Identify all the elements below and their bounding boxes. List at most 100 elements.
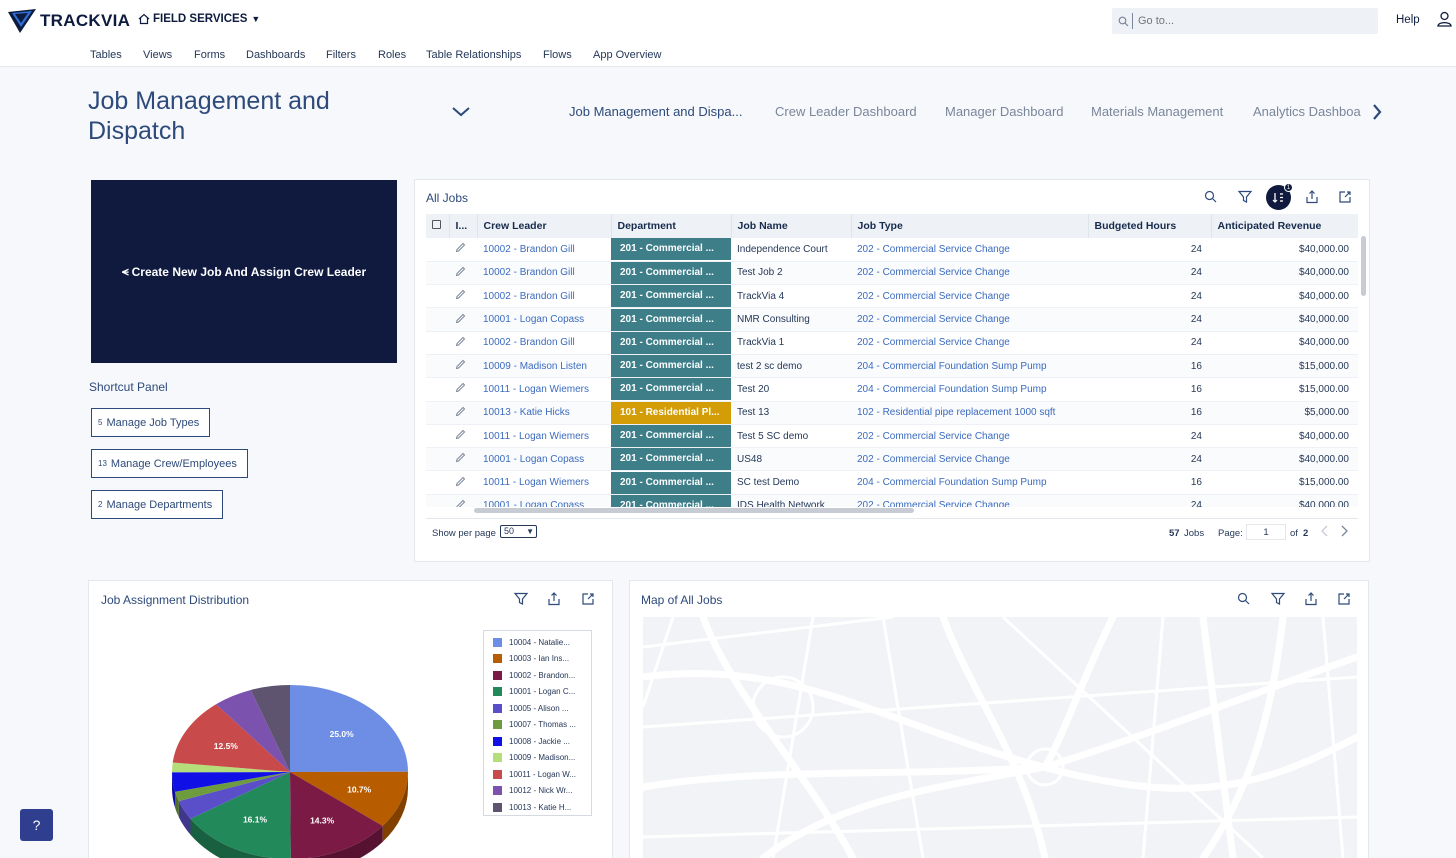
- department-cell[interactable]: 201 - Commercial ...: [611, 238, 731, 262]
- menu-tables[interactable]: Tables: [90, 49, 122, 61]
- legend-item[interactable]: 10007 - Thomas ...: [484, 717, 591, 734]
- department-cell[interactable]: 201 - Commercial ...: [611, 284, 731, 309]
- legend-item[interactable]: 10005 - Alison ...: [484, 700, 591, 717]
- department-cell[interactable]: 201 - Commercial ...: [611, 447, 731, 472]
- job-type-link[interactable]: 202 - Commercial Service Change: [851, 424, 1088, 449]
- table-row[interactable]: 10002 - Brandon Gill 201 - Commercial ...…: [426, 284, 1358, 309]
- table-row[interactable]: 10011 - Logan Wiemers 201 - Commercial ..…: [426, 470, 1358, 495]
- column-header-crew-leader[interactable]: Crew Leader: [477, 214, 612, 238]
- table-row[interactable]: 10009 - Madison Listen 201 - Commercial .…: [426, 354, 1358, 379]
- job-type-link[interactable]: 202 - Commercial Service Change: [851, 238, 1088, 262]
- column-header-department[interactable]: Department: [611, 214, 732, 238]
- vertical-scrollbar[interactable]: [1361, 236, 1366, 296]
- menu-roles[interactable]: Roles: [378, 49, 407, 61]
- job-type-link[interactable]: 204 - Commercial Foundation Sump Pump: [851, 470, 1088, 495]
- job-type-link[interactable]: 202 - Commercial Service Change: [851, 331, 1088, 355]
- chevron-down-icon[interactable]: [451, 106, 471, 118]
- menu-forms[interactable]: Forms: [194, 49, 226, 61]
- page-input[interactable]: 1: [1246, 524, 1286, 540]
- department-cell[interactable]: 201 - Commercial ...: [611, 470, 731, 495]
- department-cell[interactable]: 201 - Commercial ...: [611, 261, 731, 286]
- legend-item[interactable]: 10013 - Katie H...: [484, 799, 591, 816]
- menu-table-relationships[interactable]: Table Relationships: [426, 49, 522, 61]
- legend-item[interactable]: 10003 - Ian Ins...: [484, 651, 591, 668]
- export-icon[interactable]: [546, 591, 562, 607]
- tab-crew-leader-dashboard[interactable]: Crew Leader Dashboard: [775, 104, 917, 119]
- table-row[interactable]: 10001 - Logan Copass 201 - Commercial ...…: [426, 494, 1358, 507]
- manage-crew-button[interactable]: 13 Manage Crew/Employees: [91, 449, 248, 478]
- edit-record-button[interactable]: [449, 424, 477, 449]
- edit-record-button[interactable]: [449, 354, 477, 379]
- column-header-job-name[interactable]: Job Name: [731, 214, 852, 238]
- crew-leader-link[interactable]: 10001 - Logan Copass: [477, 447, 611, 472]
- table-row[interactable]: 10002 - Brandon Gill 201 - Commercial ...…: [426, 238, 1358, 262]
- chevron-left-icon[interactable]: [1320, 525, 1330, 537]
- edit-record-button[interactable]: [449, 331, 477, 355]
- tab-job-management[interactable]: Job Management and Dispa...: [569, 104, 743, 119]
- crew-leader-link[interactable]: 10001 - Logan Copass: [477, 494, 611, 507]
- job-type-link[interactable]: 202 - Commercial Service Change: [851, 284, 1088, 309]
- crew-leader-link[interactable]: 10002 - Brandon Gill: [477, 261, 611, 286]
- edit-record-button[interactable]: [449, 377, 477, 402]
- edit-record-button[interactable]: [449, 401, 477, 425]
- jobs-table-viewport[interactable]: I... Crew Leader Department Job Name Job…: [426, 214, 1358, 507]
- help-link[interactable]: Help: [1396, 14, 1420, 26]
- crew-leader-link[interactable]: 10002 - Brandon Gill: [477, 331, 611, 355]
- horizontal-scrollbar[interactable]: [474, 508, 914, 513]
- department-cell[interactable]: 201 - Commercial ...: [611, 424, 731, 449]
- tab-manager-dashboard[interactable]: Manager Dashboard: [945, 104, 1064, 119]
- edit-record-button[interactable]: [449, 307, 477, 332]
- edit-record-button[interactable]: [449, 261, 477, 286]
- edit-record-button[interactable]: [449, 238, 477, 262]
- table-row[interactable]: 10011 - Logan Wiemers 201 - Commercial ..…: [426, 377, 1358, 402]
- legend-item[interactable]: 10001 - Logan C...: [484, 684, 591, 701]
- crew-leader-link[interactable]: 10011 - Logan Wiemers: [477, 424, 611, 449]
- expand-icon[interactable]: [580, 591, 596, 607]
- department-cell[interactable]: 201 - Commercial ...: [611, 354, 731, 379]
- help-button[interactable]: ?: [20, 809, 53, 841]
- crew-leader-link[interactable]: 10001 - Logan Copass: [477, 307, 611, 332]
- department-cell[interactable]: 101 - Residential Pl...: [611, 401, 731, 425]
- expand-icon[interactable]: [1337, 189, 1353, 205]
- legend-item[interactable]: 10004 - Natalie...: [484, 634, 591, 651]
- department-cell[interactable]: 201 - Commercial ...: [611, 494, 731, 507]
- legend-item[interactable]: 10008 - Jackie ...: [484, 733, 591, 750]
- job-type-link[interactable]: 204 - Commercial Foundation Sump Pump: [851, 377, 1088, 402]
- user-icon[interactable]: [1437, 11, 1452, 27]
- crew-leader-link[interactable]: 10013 - Katie Hicks: [477, 401, 611, 425]
- sort-button[interactable]: 1: [1266, 183, 1293, 210]
- manage-job-types-button[interactable]: 5 Manage Job Types: [91, 408, 211, 437]
- create-job-button[interactable]: ⪪ Create New Job And Assign Crew Leader: [91, 180, 397, 363]
- department-cell[interactable]: 201 - Commercial ...: [611, 307, 731, 332]
- department-cell[interactable]: 201 - Commercial ...: [611, 377, 731, 402]
- search-icon[interactable]: [1203, 189, 1219, 205]
- export-icon[interactable]: [1304, 189, 1320, 205]
- search-icon[interactable]: [1236, 591, 1252, 607]
- per-page-select[interactable]: 50 ▼: [500, 525, 537, 538]
- legend-item[interactable]: 10002 - Brandon...: [484, 667, 591, 684]
- trackvia-logo[interactable]: TRACKVIA: [8, 9, 130, 33]
- column-header-job-type[interactable]: Job Type: [851, 214, 1089, 238]
- chevron-right-icon[interactable]: [1339, 525, 1349, 537]
- tab-materials-management[interactable]: Materials Management: [1091, 104, 1224, 119]
- menu-views[interactable]: Views: [143, 49, 173, 61]
- filter-icon[interactable]: [1270, 591, 1286, 607]
- table-row[interactable]: 10002 - Brandon Gill 201 - Commercial ...…: [426, 331, 1358, 355]
- tab-analytics-dashboard[interactable]: Analytics Dashboa: [1253, 104, 1361, 119]
- crew-leader-link[interactable]: 10002 - Brandon Gill: [477, 284, 611, 309]
- legend-item[interactable]: 10012 - Nick Wr...: [484, 783, 591, 800]
- department-cell[interactable]: 201 - Commercial ...: [611, 331, 731, 355]
- menu-flows[interactable]: Flows: [543, 49, 572, 61]
- job-type-link[interactable]: 202 - Commercial Service Change: [851, 494, 1088, 507]
- expand-icon[interactable]: [1336, 591, 1352, 607]
- menu-app-overview[interactable]: App Overview: [593, 49, 662, 61]
- crew-leader-link[interactable]: 10009 - Madison Listen: [477, 354, 611, 379]
- job-type-link[interactable]: 202 - Commercial Service Change: [851, 447, 1088, 472]
- edit-record-button[interactable]: [449, 470, 477, 495]
- legend-item[interactable]: 10009 - Madison...: [484, 750, 591, 767]
- goto-input[interactable]: [1138, 15, 1358, 27]
- menu-filters[interactable]: Filters: [326, 49, 356, 61]
- select-all-checkbox[interactable]: [426, 214, 450, 238]
- map-canvas[interactable]: [643, 617, 1357, 858]
- job-type-link[interactable]: 204 - Commercial Foundation Sump Pump: [851, 354, 1088, 379]
